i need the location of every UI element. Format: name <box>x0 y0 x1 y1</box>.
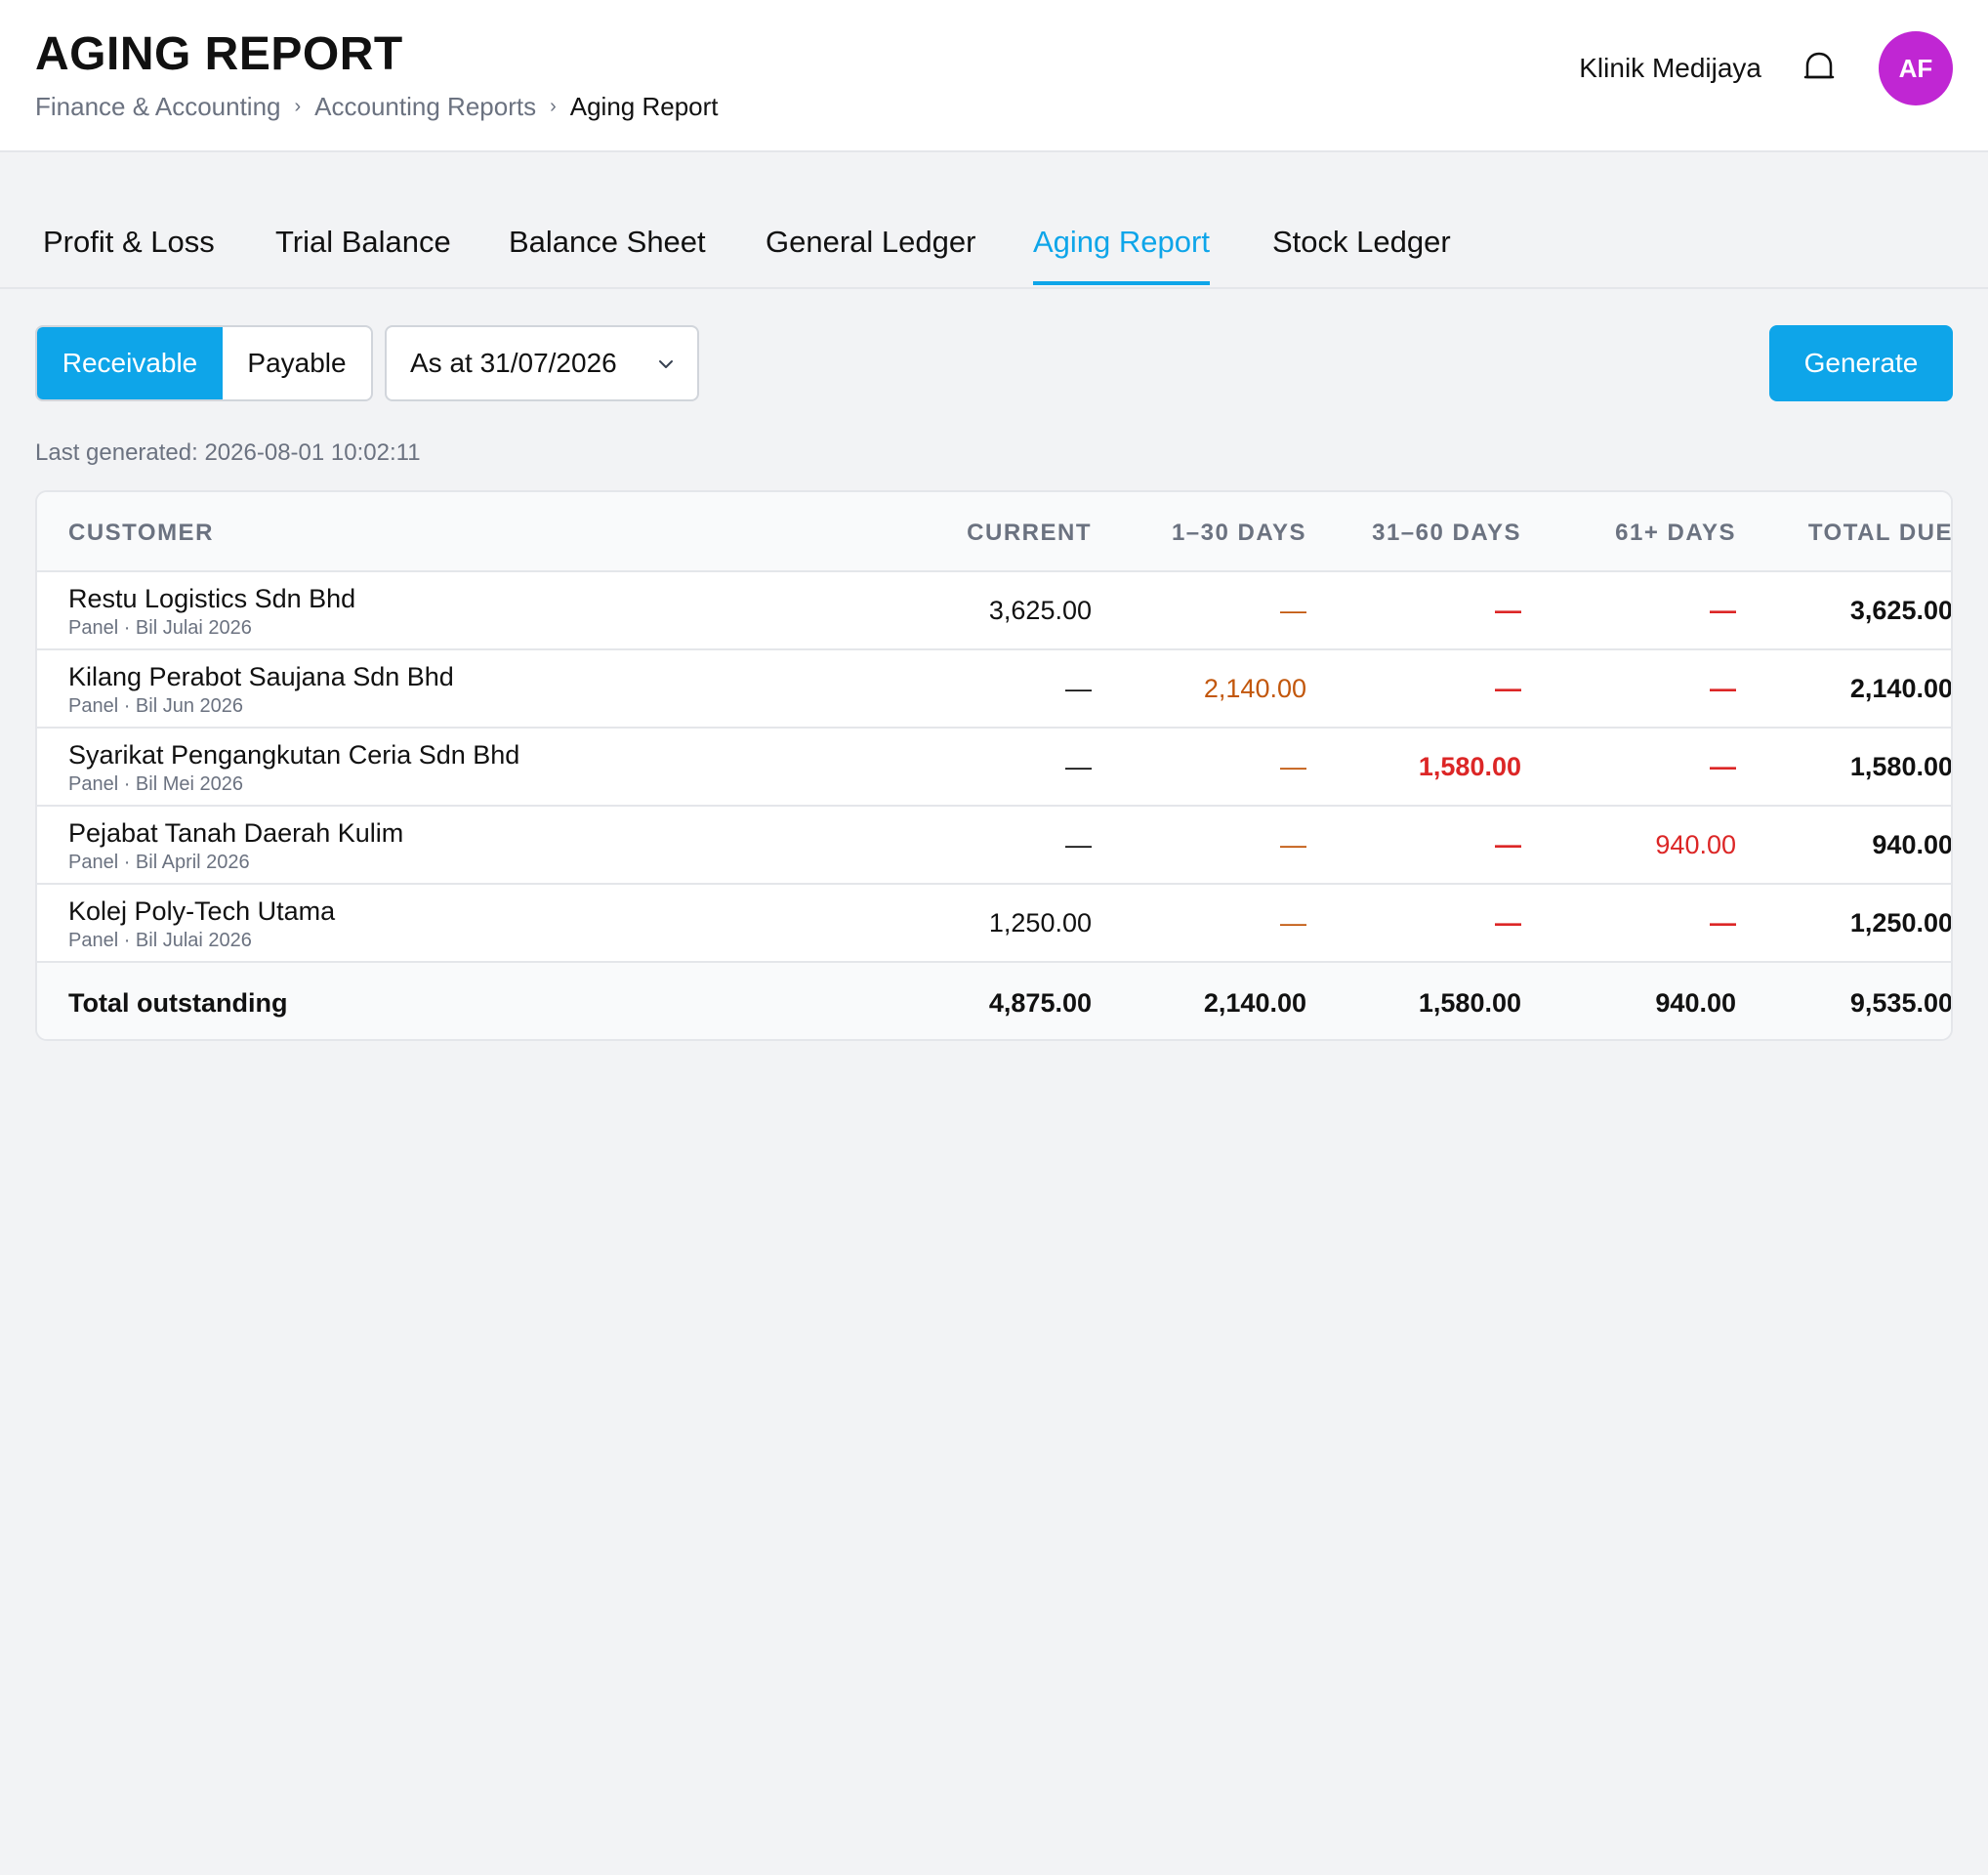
total-61-plus-days: 940.00 <box>1655 988 1736 1018</box>
customer-name: Kilang Perabot Saujana Sdn Bhd <box>68 662 454 691</box>
tab-stock-ledger[interactable]: Stock Ledger <box>1272 225 1451 259</box>
tab-balance-sheet[interactable]: Balance Sheet <box>509 225 706 259</box>
total-31-60-days: 1,580.00 <box>1418 988 1521 1018</box>
cell-1-30-days: 2,140.00 <box>1203 674 1306 703</box>
table-row[interactable]: Pejabat Tanah Daerah Kulim Panel · Bil A… <box>37 807 1951 885</box>
aging-table: CUSTOMER CURRENT 1–30 DAYS 31–60 DAYS 61… <box>35 490 1953 1041</box>
customer-name: Syarikat Pengangkutan Ceria Sdn Bhd <box>68 740 520 770</box>
cell-total-due: 2,140.00 <box>1849 674 1953 703</box>
cell-current: 3,625.00 <box>988 596 1092 625</box>
cell-current: 1,250.00 <box>988 908 1092 938</box>
cell-61-plus-days: — <box>1710 596 1736 625</box>
as-at-date-select[interactable]: As at 31/07/2026 <box>385 325 699 401</box>
generate-button[interactable]: Generate <box>1769 325 1953 401</box>
cell-total-due: 3,625.00 <box>1849 596 1953 625</box>
tab-aging-report[interactable]: Aging Report <box>1033 225 1210 285</box>
column-header-31-60-days: 31–60 DAYS <box>1372 520 1521 546</box>
segment-payable[interactable]: Payable <box>247 348 347 378</box>
cell-total-due: 1,250.00 <box>1849 908 1953 938</box>
customer-name: Kolej Poly-Tech Utama <box>68 896 336 926</box>
total-outstanding-label: Total outstanding <box>68 988 288 1018</box>
breadcrumb-current: Aging Report <box>569 92 719 121</box>
cell-1-30-days: — <box>1280 830 1306 859</box>
avatar[interactable]: AF <box>1879 31 1953 105</box>
table-row[interactable]: Restu Logistics Sdn Bhd Panel · Bil Jula… <box>37 572 1951 650</box>
breadcrumb-accounting-reports[interactable]: Accounting Reports <box>314 92 537 121</box>
chevron-down-icon <box>659 360 673 368</box>
cell-31-60-days: — <box>1495 908 1521 938</box>
cell-61-plus-days: 940.00 <box>1655 830 1736 859</box>
cell-61-plus-days: — <box>1710 674 1736 703</box>
cell-61-plus-days: — <box>1710 752 1736 781</box>
cell-1-30-days: — <box>1280 908 1306 938</box>
cell-1-30-days: — <box>1280 752 1306 781</box>
customer-subtitle: Panel · Bil Mei 2026 <box>68 773 243 795</box>
cell-total-due: 940.00 <box>1872 830 1953 859</box>
customer-name: Pejabat Tanah Daerah Kulim <box>68 818 404 848</box>
cell-31-60-days: — <box>1495 830 1521 859</box>
table-row[interactable]: Syarikat Pengangkutan Ceria Sdn Bhd Pane… <box>37 729 1951 807</box>
customer-name: Restu Logistics Sdn Bhd <box>68 584 356 613</box>
cell-31-60-days: — <box>1495 674 1521 703</box>
bell-icon[interactable] <box>1802 51 1836 84</box>
receivable-payable-toggle: Receivable Payable <box>35 325 373 401</box>
breadcrumb-separator-icon: › <box>294 96 302 117</box>
table-row[interactable]: Kolej Poly-Tech Utama Panel · Bil Julai … <box>37 885 1951 963</box>
column-header-customer: CUSTOMER <box>68 520 214 546</box>
tab-profit-loss[interactable]: Profit & Loss <box>43 225 215 259</box>
customer-subtitle: Panel · Bil Julai 2026 <box>68 930 252 951</box>
last-generated-text: Last generated: 2026-08-01 10:02:11 <box>35 439 421 466</box>
customer-subtitle: Panel · Bil Jun 2026 <box>68 695 244 717</box>
report-tabs: Profit & Loss Trial Balance Balance Shee… <box>0 152 1988 289</box>
segment-receivable[interactable]: Receivable <box>37 327 223 399</box>
breadcrumb-separator-icon: › <box>550 96 557 117</box>
cell-1-30-days: — <box>1280 596 1306 625</box>
cell-current: — <box>1065 674 1092 703</box>
total-due: 9,535.00 <box>1849 988 1953 1018</box>
date-select-value: As at 31/07/2026 <box>410 348 617 378</box>
column-header-1-30-days: 1–30 DAYS <box>1171 520 1306 546</box>
breadcrumb-finance[interactable]: Finance & Accounting <box>35 92 281 121</box>
total-current: 4,875.00 <box>988 988 1092 1018</box>
cell-31-60-days: — <box>1495 596 1521 625</box>
total-1-30-days: 2,140.00 <box>1203 988 1306 1018</box>
cell-31-60-days: 1,580.00 <box>1418 752 1521 781</box>
column-header-current: CURRENT <box>967 520 1092 546</box>
column-header-total-due: TOTAL DUE <box>1807 520 1953 546</box>
customer-subtitle: Panel · Bil Julai 2026 <box>68 617 252 639</box>
cell-current: — <box>1065 752 1092 781</box>
cell-61-plus-days: — <box>1710 908 1736 938</box>
table-header: CUSTOMER CURRENT 1–30 DAYS 31–60 DAYS 61… <box>37 492 1951 572</box>
table-row[interactable]: Kilang Perabot Saujana Sdn Bhd Panel · B… <box>37 650 1951 729</box>
table-footer-totals: Total outstanding 4,875.00 2,140.00 1,58… <box>37 963 1953 1039</box>
cell-current: — <box>1065 830 1092 859</box>
tab-general-ledger[interactable]: General Ledger <box>766 225 976 259</box>
cell-total-due: 1,580.00 <box>1849 752 1953 781</box>
customer-subtitle: Panel · Bil April 2026 <box>68 852 250 873</box>
organization-name[interactable]: Klinik Medijaya <box>1579 53 1761 83</box>
column-header-61-plus-days: 61+ DAYS <box>1615 520 1736 546</box>
top-header: AGING REPORT Finance & Accounting › Acco… <box>0 0 1988 152</box>
page-title: AGING REPORT <box>35 28 403 80</box>
breadcrumb: Finance & Accounting › Accounting Report… <box>35 92 719 122</box>
tab-trial-balance[interactable]: Trial Balance <box>275 225 451 259</box>
